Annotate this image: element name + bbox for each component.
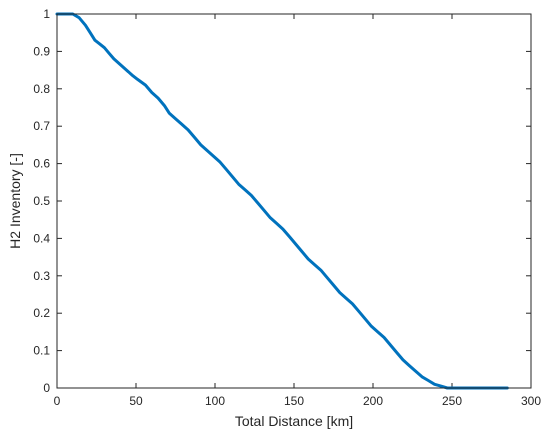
y-tick-label: 0.5 (33, 194, 50, 208)
x-axis-label: Total Distance [km] (235, 413, 353, 429)
y-tick-label: 0 (43, 381, 50, 395)
y-tick-label: 0.9 (33, 44, 50, 58)
x-tick-label: 250 (442, 394, 462, 408)
series-line-1 (55, 12, 509, 390)
x-tick-label: 300 (521, 394, 541, 408)
x-tick-label: 0 (54, 394, 61, 408)
y-tick-label: 0.6 (33, 157, 50, 171)
x-tick-label: 150 (284, 394, 304, 408)
x-tick-label: 50 (129, 394, 143, 408)
plot-frame (56, 13, 532, 389)
y-tick-label: 0.2 (33, 306, 50, 320)
y-axis-ticks: 0 0.1 0.2 0.3 0.4 0.5 0.6 0.7 0.8 0.9 1 (33, 7, 531, 395)
y-axis-label: H2 Inventory [-] (7, 153, 23, 249)
series-layer (55, 12, 509, 390)
y-tick-label: 0.3 (33, 269, 50, 283)
x-axis-ticks: 0 50 100 150 200 250 300 (54, 14, 541, 408)
x-tick-label: 200 (363, 394, 383, 408)
y-tick-label: 0.7 (33, 119, 50, 133)
x-tick-label: 100 (205, 394, 225, 408)
y-tick-label: 0.4 (33, 231, 50, 245)
y-tick-label: 0.8 (33, 82, 50, 96)
y-tick-label: 1 (43, 7, 50, 21)
y-tick-label: 0.1 (33, 344, 50, 358)
